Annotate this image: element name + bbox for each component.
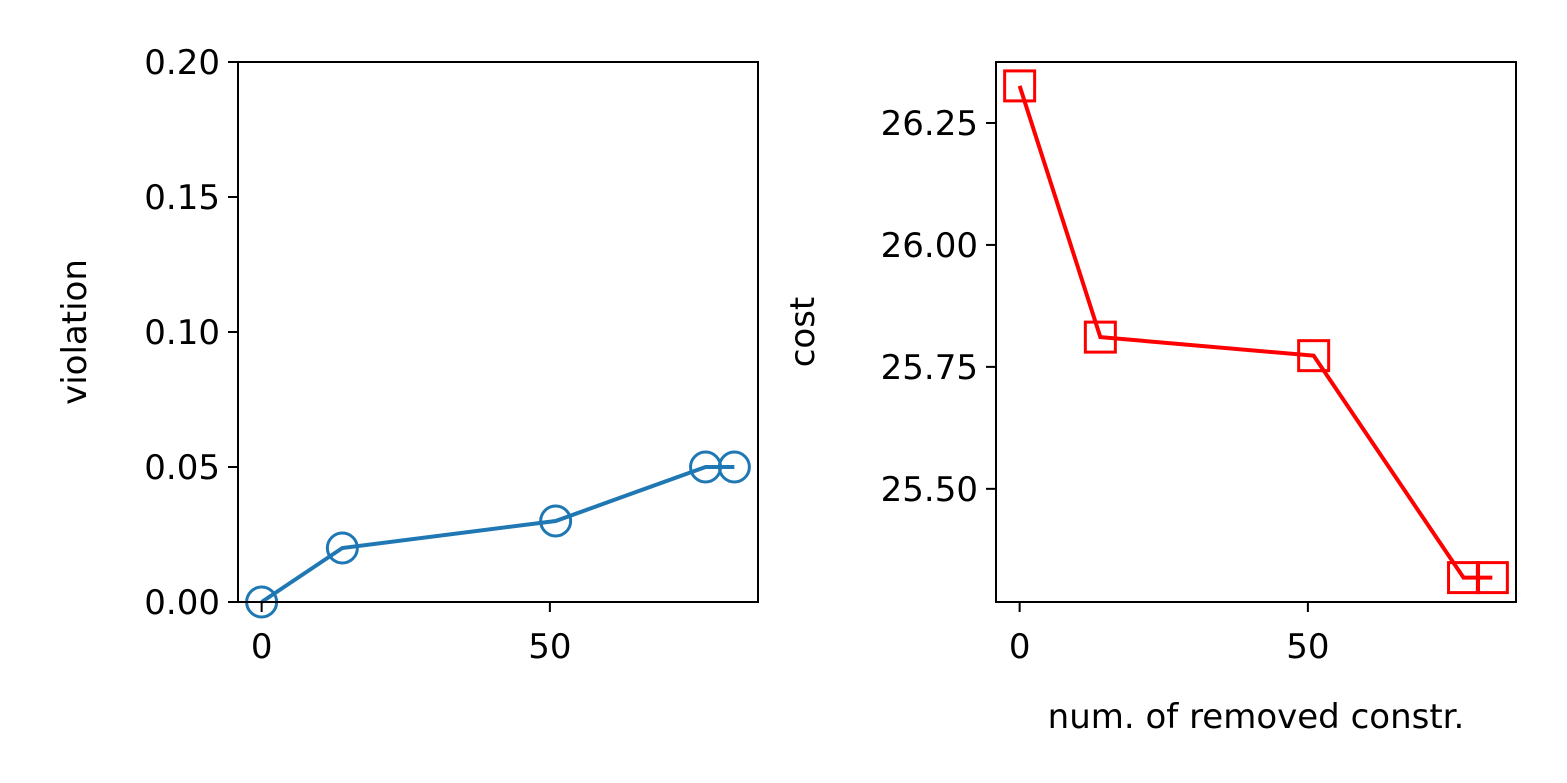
y-tick-label: 26.25	[881, 104, 978, 144]
y-tick-label: 26.00	[881, 226, 978, 266]
x-axis-label: num. of removed constr.	[1048, 697, 1465, 737]
series-line	[1017, 85, 1493, 580]
axes-frame	[237, 61, 759, 603]
y-axis-label: cost	[783, 297, 823, 368]
marker	[1003, 69, 1037, 103]
x-tick-label: 50	[1286, 627, 1329, 667]
y-axis-label: violation	[55, 259, 95, 405]
x-tick-label: 0	[251, 627, 273, 667]
series-line	[260, 465, 735, 604]
y-tick-label: 0.00	[144, 583, 220, 623]
marker	[717, 450, 751, 484]
marker	[1475, 561, 1509, 595]
marker	[1083, 320, 1117, 354]
marker	[1297, 339, 1331, 373]
marker	[325, 531, 359, 565]
y-tick-label: 25.75	[881, 348, 978, 388]
y-tick-label: 0.15	[144, 178, 220, 218]
marker	[539, 504, 573, 538]
y-tick-label: 0.05	[144, 448, 220, 488]
x-tick-label: 50	[528, 627, 571, 667]
x-tick-label: 0	[1009, 627, 1031, 667]
axes-frame	[995, 61, 1517, 603]
y-tick-label: 25.50	[881, 470, 978, 510]
y-tick-label: 0.10	[144, 313, 220, 353]
y-tick-label: 0.20	[144, 43, 220, 83]
